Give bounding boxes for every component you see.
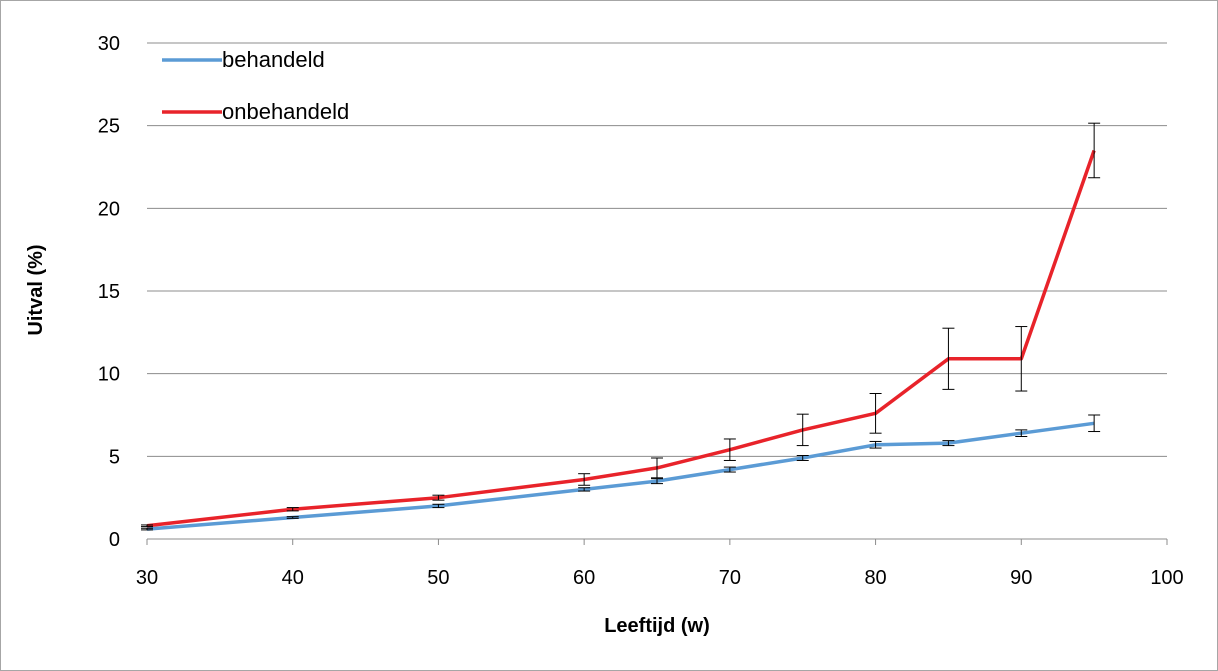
error-bar [869,440,882,449]
x-tick-label: 50 [427,567,449,589]
x-tick-label: 100 [1150,567,1183,589]
error-bar [869,393,882,434]
error-bar [796,455,809,461]
legend-label-behandeld: behandeld [222,47,325,72]
x-tick-label: 60 [573,567,595,589]
error-bar [942,440,955,447]
error-bar [1015,429,1028,437]
error-bar [723,466,736,473]
series-line-onbehandeld [146,149,1096,528]
error-bar [432,494,445,501]
legend-label-onbehandeld: onbehandeld [222,99,349,124]
x-tick-label: 90 [1010,567,1032,589]
y-tick-labels: 0 5 10 15 20 25 30 [98,33,120,551]
gridlines [147,42,1167,457]
y-axis-title: Uitval (%) [25,244,47,335]
error-bar [1088,122,1101,179]
error-bars [141,122,1101,531]
error-bar [1015,326,1028,392]
x-tick-label: 30 [136,567,158,589]
series-line-behandeld [146,421,1095,531]
y-tick-label: 25 [98,116,120,138]
y-tick-label: 0 [109,529,120,551]
error-bar [651,478,663,485]
error-bar [432,503,445,509]
series-lines [146,149,1096,531]
x-tick-label: 70 [719,567,741,589]
error-bar [578,487,591,492]
axes [146,538,1168,545]
error-bar [141,524,153,528]
error-bar [286,507,299,512]
x-tick-label: 40 [282,567,304,589]
error-bar [141,527,153,531]
y-tick-label: 20 [98,198,120,220]
legend: behandeld onbehandeld [162,47,349,124]
error-bar [942,327,955,390]
error-bar [1088,414,1101,433]
x-tick-label: 80 [864,567,886,589]
error-bar [578,473,591,486]
error-bar [723,438,736,461]
x-tick-labels: 30 40 50 60 70 80 90 100 [136,567,1184,589]
y-tick-label: 15 [98,281,120,303]
y-tick-label: 30 [98,33,120,55]
y-tick-label: 5 [109,446,120,468]
error-bar [286,516,299,519]
x-axis-title: Leeftijd (w) [604,615,710,637]
error-bar [796,413,809,447]
error-bar [651,457,663,479]
y-tick-label: 10 [98,364,120,386]
